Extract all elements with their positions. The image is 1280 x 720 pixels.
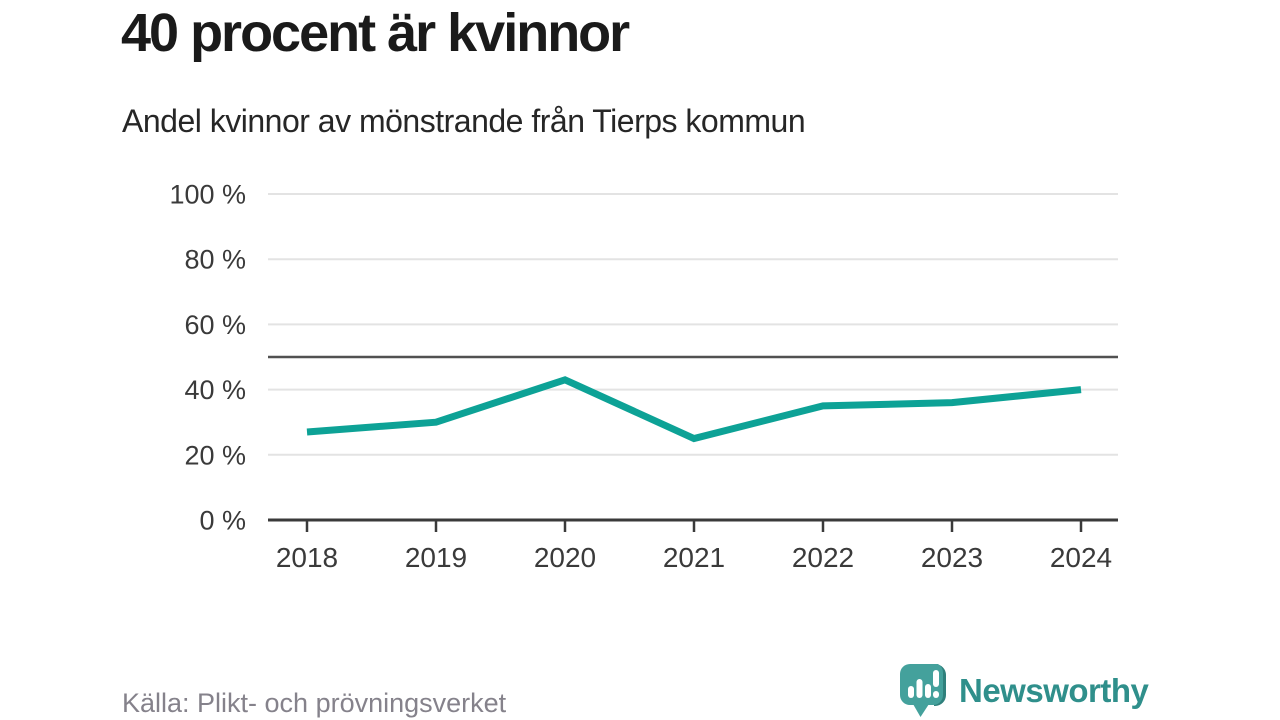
source-note: Källa: Plikt- och prövningsverket (122, 688, 507, 718)
y-tick-label: 0 % (199, 506, 246, 536)
y-tick-label: 40 % (184, 375, 246, 405)
page-title: 40 procent är kvinnor (121, 3, 630, 63)
newsworthy-logo: Newsworthy (898, 663, 1149, 719)
newsworthy-logo-text: Newsworthy (959, 672, 1149, 709)
x-tick-label: 2023 (921, 542, 983, 573)
x-tick-label: 2018 (276, 542, 338, 573)
newsworthy-logo-icon (900, 664, 946, 717)
x-tick-label: 2019 (405, 542, 467, 573)
y-tick-label: 60 % (184, 310, 246, 340)
y-tick-label: 80 % (184, 245, 246, 275)
x-tick-label: 2021 (663, 542, 725, 573)
y-tick-label: 100 % (169, 180, 246, 210)
y-tick-label: 20 % (184, 440, 246, 470)
data-line (306, 376, 1082, 443)
x-tick-label: 2022 (792, 542, 854, 573)
x-tick-label: 2024 (1050, 542, 1112, 573)
x-tick-label: 2020 (534, 542, 596, 573)
page-subtitle: Andel kvinnor av mönstrande från Tierps … (122, 103, 806, 139)
